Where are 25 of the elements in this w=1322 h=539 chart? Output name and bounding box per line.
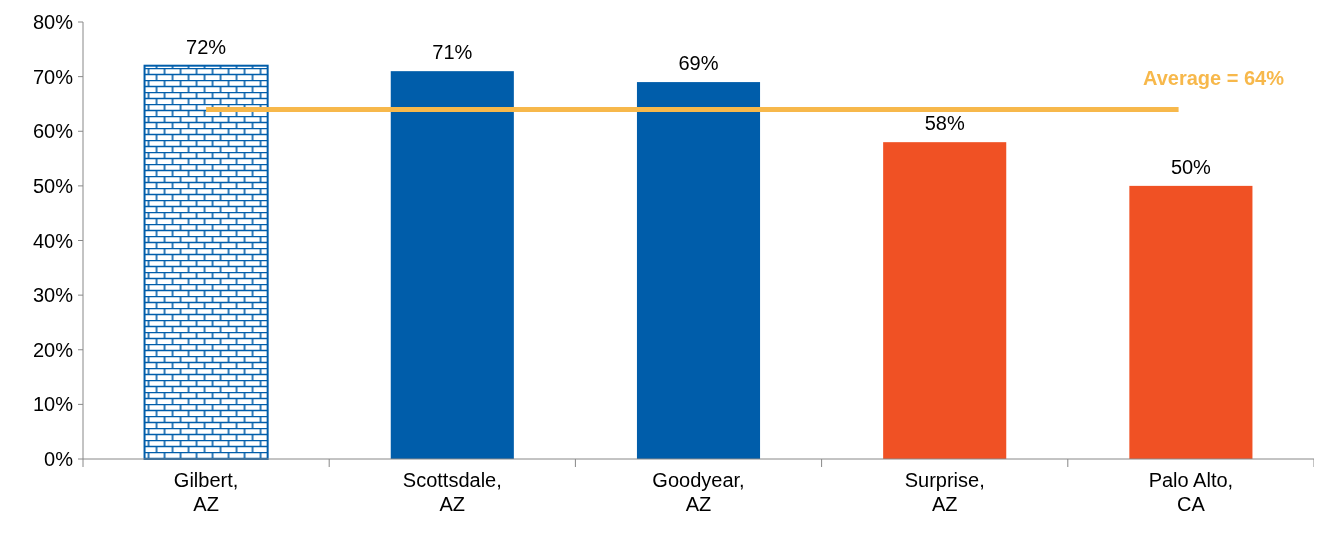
bar [636, 82, 761, 459]
bar [143, 64, 269, 460]
x-tick-label: Goodyear, AZ [652, 469, 745, 515]
data-label: 58% [924, 112, 965, 135]
x-tick-label: Gilbert, AZ [173, 469, 239, 515]
y-tick-label: 40% [32, 229, 74, 252]
bar [1129, 185, 1253, 459]
bar [390, 71, 514, 459]
data-label: 72% [186, 35, 227, 58]
x-tick-label: Scottsdale, AZ [402, 469, 502, 515]
y-tick-label: 60% [32, 120, 74, 143]
y-tick-label: 80% [32, 11, 74, 33]
data-label: 71% [432, 41, 473, 64]
x-tick-label: Palo Alto, CA [1148, 469, 1234, 515]
x-tick-label: Surprise, AZ [904, 469, 985, 515]
bar [883, 142, 1007, 459]
data-label: 50% [1170, 155, 1212, 178]
y-tick-label: 50% [32, 174, 74, 197]
y-tick-label: 70% [32, 65, 74, 88]
data-label: 69% [678, 52, 719, 75]
ref-line-label: Average = 64% [1142, 67, 1285, 90]
y-tick-label: 30% [32, 284, 74, 307]
y-tick-label: 10% [32, 393, 74, 416]
y-tick-label: 20% [32, 338, 74, 361]
y-tick-label: 0% [44, 448, 74, 470]
